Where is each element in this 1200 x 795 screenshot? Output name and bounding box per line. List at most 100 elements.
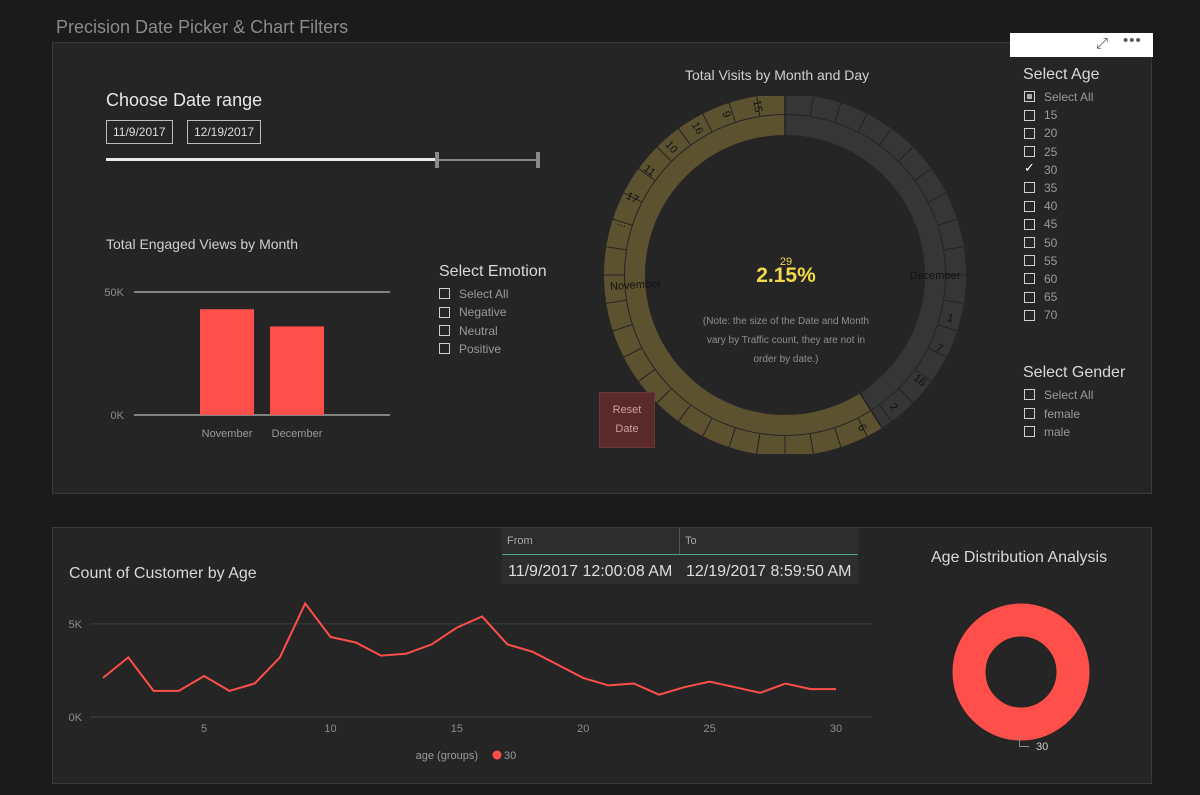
day-segment-divider	[928, 347, 947, 358]
age-option[interactable]: 50	[1024, 235, 1057, 251]
line-legend-marker[interactable]	[492, 750, 502, 760]
day-segment-divider	[857, 113, 868, 132]
age-option[interactable]: 55	[1024, 253, 1057, 269]
line-ytick-label: 5K	[69, 619, 83, 631]
day-segment-divider	[638, 168, 656, 181]
option-label: 70	[1044, 308, 1058, 323]
donut-slice-30[interactable]	[952, 603, 1090, 741]
day-segment-divider	[928, 192, 947, 203]
emotion-option[interactable]: Select All	[439, 286, 508, 302]
to-header: To	[685, 535, 697, 547]
emotion-option[interactable]: Positive	[439, 341, 501, 357]
date-slider-track	[438, 159, 538, 161]
age-option[interactable]: 15	[1024, 107, 1057, 123]
line-xtick-label: 25	[703, 723, 715, 735]
day-label: ...	[616, 216, 628, 230]
option-label: 15	[1044, 108, 1058, 123]
checkbox-icon[interactable]	[439, 343, 450, 355]
age-slicer-title: Select Age	[1023, 66, 1100, 83]
month-ring-selected[interactable]	[625, 115, 871, 435]
age-option[interactable]: 70	[1024, 307, 1057, 323]
focus-mode-icon[interactable]: ⤢	[1096, 35, 1109, 52]
checkbox-icon[interactable]	[1024, 91, 1035, 103]
option-label: 30	[1044, 162, 1058, 177]
gender-option[interactable]: female	[1024, 406, 1080, 422]
visual-header-toolbar: ⤢ •••	[1010, 32, 1153, 57]
checkbox-icon[interactable]	[1024, 273, 1035, 285]
age-option[interactable]: 60	[1024, 271, 1057, 287]
checkbox-icon[interactable]	[1024, 127, 1035, 139]
checkbox-icon[interactable]	[439, 288, 450, 300]
option-label: Positive	[459, 341, 502, 356]
day-segment-divider	[702, 113, 713, 132]
day-segment-divider	[879, 128, 892, 146]
checkbox-icon[interactable]	[1024, 145, 1035, 157]
line-series-30[interactable]	[102, 601, 836, 696]
age-option[interactable]: 65	[1024, 289, 1057, 305]
day-label: 16	[911, 372, 928, 389]
age-option[interactable]: 20	[1024, 125, 1057, 141]
emotion-option[interactable]: Negative	[439, 304, 506, 320]
bar-december[interactable]	[270, 326, 324, 415]
checkbox-icon[interactable]	[1024, 236, 1035, 248]
bar-november[interactable]	[200, 309, 254, 415]
day-segment-divider	[623, 192, 642, 203]
start-date-input[interactable]: 11/9/2017	[106, 120, 173, 144]
age-option[interactable]: Select All	[1024, 89, 1093, 105]
checkbox-icon[interactable]	[1024, 426, 1035, 438]
line-xtick-label: 5	[201, 723, 207, 735]
visits-wheel-title: Total Visits by Month and Day	[685, 67, 870, 83]
day-segment-divider	[612, 218, 633, 226]
more-options-icon[interactable]: •••	[1123, 32, 1142, 49]
checkbox-icon[interactable]	[1024, 109, 1035, 121]
checkbox-icon[interactable]	[439, 324, 450, 336]
checkbox-icon[interactable]	[1024, 200, 1035, 212]
checkbox-icon[interactable]	[1024, 218, 1035, 230]
line-xtick-label: 15	[451, 723, 463, 735]
reset-date-button[interactable]: Reset Date	[599, 392, 655, 448]
month-ring-unselected[interactable]	[785, 115, 945, 411]
bar-xtick-label: December	[272, 428, 323, 440]
checkbox-icon[interactable]	[1024, 389, 1035, 401]
date-slider-left-handle[interactable]	[435, 152, 439, 168]
day-label: 15	[750, 99, 764, 113]
checkbox-icon[interactable]	[1024, 255, 1035, 267]
age-option[interactable]: 35	[1024, 180, 1057, 196]
day-segment-divider	[834, 427, 842, 448]
checkbox-icon[interactable]	[439, 306, 450, 318]
checkbox-icon[interactable]	[1024, 309, 1035, 321]
to-value: 12/19/2017 8:59:50 AM	[686, 563, 852, 580]
bar-chart-title: Total Engaged Views by Month	[106, 236, 298, 252]
day-segment-divider	[606, 246, 627, 251]
day-label: 6	[855, 422, 868, 433]
option-label: 65	[1044, 290, 1058, 305]
checkbox-icon[interactable]	[1024, 407, 1035, 419]
age-option[interactable]: 25	[1024, 144, 1057, 160]
age-option[interactable]: 30	[1024, 160, 1058, 178]
day-segment-divider	[756, 433, 761, 454]
wheel-center-day: 29	[779, 256, 793, 268]
age-option[interactable]: 45	[1024, 216, 1057, 232]
day-segment-divider	[638, 369, 656, 382]
checkbox-icon[interactable]	[1024, 182, 1035, 194]
end-date-input[interactable]: 12/19/2017	[187, 120, 262, 144]
day-ring-unselected[interactable]	[785, 96, 966, 428]
emotion-option[interactable]: Neutral	[439, 323, 498, 339]
checkbox-icon[interactable]	[1024, 291, 1035, 303]
from-header: From	[507, 535, 533, 547]
checkbox-icon[interactable]	[1024, 160, 1035, 176]
age-option[interactable]: 40	[1024, 198, 1057, 214]
option-label: Negative	[459, 305, 507, 320]
day-segment-divider	[914, 168, 932, 181]
gender-option[interactable]: male	[1024, 424, 1070, 440]
line-xtick-label: 20	[577, 723, 589, 735]
option-label: 45	[1044, 217, 1058, 232]
option-label: male	[1044, 425, 1071, 439]
date-slider-right-handle[interactable]	[536, 152, 540, 168]
gender-option[interactable]: Select All	[1024, 387, 1093, 403]
header-divider	[679, 528, 680, 554]
line-legend-label: 30	[504, 750, 516, 762]
engaged-views-bar-chart: 50K 0K November December	[104, 287, 390, 440]
day-segment-divider	[898, 388, 914, 404]
date-range-title: Choose Date range	[106, 90, 263, 110]
